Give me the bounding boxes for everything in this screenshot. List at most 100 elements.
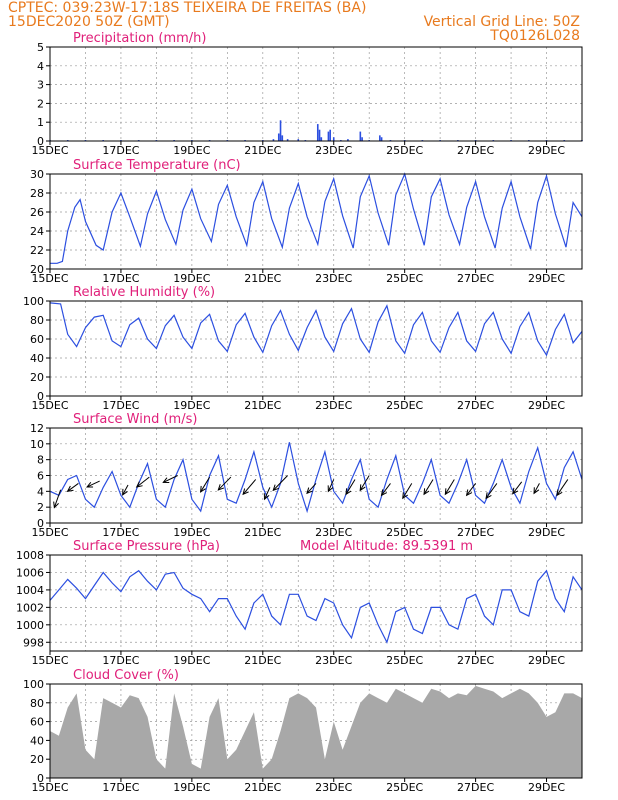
cloud-cover-panel: 0 20 40 60 80 100 15DEC 17DEC 19DEC 21DEC 23DEC 25D… (23, 668, 583, 794)
precipitation-bar (281, 135, 284, 141)
y-tick-label: 2 (37, 97, 44, 110)
y-tick-label: 30 (30, 168, 44, 181)
x-tick-label: 21DEC (244, 272, 281, 285)
precipitation-bar (286, 139, 289, 141)
precipitation-title: Precipitation (mm/h) (73, 31, 206, 46)
x-tick-label: 15DEC (31, 526, 68, 539)
x-tick-label: 27DEC (457, 526, 494, 539)
x-tick-label: 15DEC (31, 272, 68, 285)
run-date: 15DEC2020 50Z (GMT) (8, 14, 170, 30)
y-tick-label: 60 (30, 333, 44, 346)
x-tick-label: 15DEC (31, 654, 68, 667)
temperature-panel: 20 22 24 26 28 30 15DEC 17DEC 19DEC 21DEC 23DEC 25D… (30, 158, 583, 285)
wind-arrow (217, 476, 232, 491)
wind-arrow (512, 481, 523, 495)
wind-arrow (423, 479, 434, 496)
humidity-title: Relative Humidity (%) (73, 285, 215, 300)
precipitation-bar (347, 139, 349, 141)
y-tick-label: 1000 (16, 619, 44, 632)
x-tick-label: 21DEC (244, 144, 281, 157)
x-tick-label: 23DEC (315, 526, 352, 539)
wind-title: Surface Wind (m/s) (73, 412, 197, 427)
y-tick-label: 6 (37, 470, 44, 483)
panel-frame (49, 173, 583, 270)
precipitation-bar (272, 139, 275, 141)
station-header: CPTEC: 039:23W-17:18S TEIXEIRA DE FREITA… (8, 0, 366, 16)
y-tick-label: 40 (30, 734, 44, 747)
y-tick-label: 80 (30, 697, 44, 710)
wind-arrow (402, 483, 413, 500)
y-tick-label: 2 (37, 501, 44, 514)
precipitation-panel: 0 1 2 3 4 5 15DEC 17DEC 19DEC 21DEC 23DEC 25DEC 27DE… (31, 31, 583, 157)
y-tick-label: 8 (37, 454, 44, 467)
x-tick-label: 23DEC (315, 654, 352, 667)
wind-arrow (444, 479, 455, 496)
y-tick-label: 4 (37, 485, 44, 498)
x-tick-label: 27DEC (457, 654, 494, 667)
pressure-panel: 998 1000 1002 1004 1006 1008 15DEC 17DEC 19DEC 21… (16, 539, 583, 667)
y-tick-label: 40 (30, 352, 44, 365)
x-tick-label: 29DEC (528, 399, 565, 412)
x-tick-label: 17DEC (102, 654, 139, 667)
y-tick-label: 20 (30, 371, 44, 384)
x-tick-label: 17DEC (102, 781, 139, 794)
x-tick-label: 29DEC (528, 144, 565, 157)
precipitation-bar (279, 120, 282, 141)
y-tick-label: 100 (23, 678, 44, 691)
y-tick-label: 1004 (16, 584, 44, 597)
vertical-grid-note: Vertical Grid Line: 50Z (424, 14, 580, 30)
pressure-line (49, 569, 583, 644)
y-tick-label: 80 (30, 314, 44, 327)
cloud-cover-area (50, 685, 582, 778)
x-tick-label: 21DEC (244, 526, 281, 539)
y-tick-label: 1002 (16, 601, 44, 614)
cloud-cover-title: Cloud Cover (%) (73, 668, 179, 683)
x-tick-label: 15DEC (31, 144, 68, 157)
wind-line (49, 442, 583, 514)
y-tick-label: 100 (23, 295, 44, 308)
x-tick-label: 25DEC (386, 781, 423, 794)
wind-arrow (359, 475, 370, 492)
precipitation-bar (320, 137, 323, 141)
x-tick-label: 23DEC (315, 272, 352, 285)
panel-frame (49, 554, 583, 652)
x-tick-label: 23DEC (315, 399, 352, 412)
temperature-title: Surface Temperature (nC) (73, 158, 241, 173)
wind-arrow (465, 483, 476, 497)
y-tick-label: 3 (37, 79, 44, 92)
x-tick-label: 19DEC (173, 144, 210, 157)
x-tick-label: 19DEC (173, 399, 210, 412)
wind-arrow (306, 483, 317, 495)
panel-frame (49, 300, 583, 397)
x-tick-label: 25DEC (386, 654, 423, 667)
precipitation-bar (297, 139, 300, 141)
wind-arrow (242, 479, 257, 496)
y-tick-label: 20 (30, 263, 44, 276)
wind-arrow (327, 479, 335, 493)
x-tick-label: 15DEC (31, 781, 68, 794)
x-tick-label: 15DEC (31, 399, 68, 412)
precipitation-bar (316, 124, 319, 141)
x-tick-label: 25DEC (386, 526, 423, 539)
panel-frame (49, 46, 583, 142)
x-tick-label: 27DEC (457, 399, 494, 412)
y-tick-label: 0 (37, 517, 44, 530)
pressure-title: Surface Pressure (hPa) (73, 539, 220, 554)
x-tick-label: 29DEC (528, 526, 565, 539)
precipitation-bar (379, 135, 381, 141)
x-tick-label: 23DEC (315, 781, 352, 794)
x-tick-label: 19DEC (173, 526, 210, 539)
model-code: TQ0126L028 (489, 28, 580, 44)
precipitation-bar (332, 137, 335, 141)
y-tick-label: 1006 (16, 566, 44, 579)
wind-arrow (556, 479, 569, 497)
x-tick-label: 19DEC (173, 272, 210, 285)
y-tick-label: 1 (37, 116, 44, 129)
precipitation-bar (327, 131, 330, 141)
wind-arrow (122, 484, 129, 496)
wind-arrow (345, 479, 356, 496)
wind-arrow (533, 483, 540, 495)
precipitation-bar (318, 129, 321, 141)
y-tick-label: 5 (37, 41, 44, 54)
